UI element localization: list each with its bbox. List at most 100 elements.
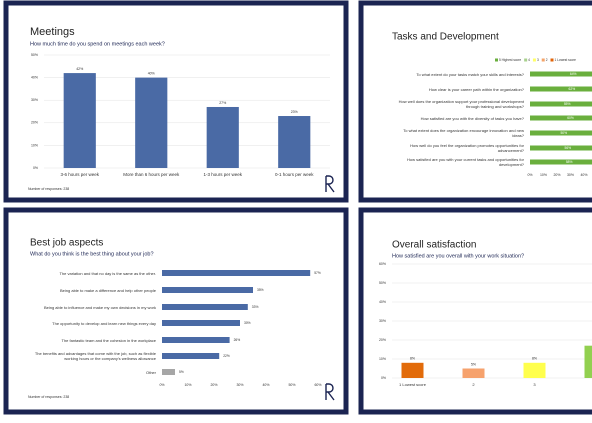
bar bbox=[63, 73, 96, 168]
legend-swatch bbox=[495, 58, 498, 62]
note: Number of responses: 238 bbox=[28, 395, 69, 399]
y-tick-label: 50% bbox=[379, 281, 386, 285]
y-tick-label: 60% bbox=[379, 262, 386, 266]
y-tick-label: 30% bbox=[379, 319, 386, 323]
y-tick-label: 30% bbox=[31, 98, 38, 102]
bar bbox=[530, 101, 592, 107]
y-tick-label: Being able to influence and make my own … bbox=[43, 304, 156, 310]
y-tick-label: 20% bbox=[379, 338, 386, 342]
chart-title: Tasks and Development bbox=[392, 32, 499, 43]
y-tick-label: To what extent do your tasks match your … bbox=[416, 71, 524, 77]
x-tick-label: More than 6 hours per week bbox=[123, 172, 180, 177]
y-tick-label: 40% bbox=[31, 76, 38, 80]
bar bbox=[401, 362, 424, 378]
bar bbox=[278, 116, 311, 168]
value-label: 5% bbox=[179, 370, 184, 374]
y-tick-label: The opportunity to develop and learn new… bbox=[52, 320, 156, 326]
x-tick-label: 60% bbox=[314, 383, 321, 387]
y-tick-label: 10% bbox=[379, 357, 386, 361]
y-tick-label: Being able to make a difference and help… bbox=[60, 287, 156, 293]
bar bbox=[530, 86, 592, 92]
x-tick-label: 0-1 hours per week bbox=[275, 172, 314, 177]
y-tick-label: 40% bbox=[379, 300, 386, 304]
value-label: 40% bbox=[148, 72, 155, 76]
bar bbox=[162, 270, 311, 276]
y-tick-label: How satisfied are you with the diversity… bbox=[420, 115, 524, 121]
chart-subtitle: How satisfied are you overall with your … bbox=[392, 253, 524, 259]
y-tick-label-box: Other bbox=[145, 369, 156, 375]
bar bbox=[162, 304, 248, 310]
bar bbox=[135, 77, 168, 168]
y-tick-label: How satisfied are you with your current … bbox=[407, 157, 524, 167]
chart-subtitle: How much time do you spend on meetings e… bbox=[30, 41, 165, 47]
y-tick-label: How well does the organization support y… bbox=[398, 99, 524, 109]
value-label: 42% bbox=[76, 67, 83, 71]
x-tick-label: 20% bbox=[210, 383, 217, 387]
y-tick-label-box: How well do you feel the organization pr… bbox=[410, 143, 524, 153]
value-label: 8% bbox=[410, 357, 415, 361]
y-tick-label: Other bbox=[145, 369, 156, 375]
value-label: 62% bbox=[569, 87, 576, 91]
y-tick-label-box: How well does the organization support y… bbox=[398, 99, 524, 109]
x-tick-label: 40% bbox=[580, 173, 587, 177]
slide-frame bbox=[358, 207, 592, 415]
x-tick-label: 1 Lowest score bbox=[399, 382, 427, 387]
chart-title: Meetings bbox=[30, 26, 75, 38]
bar bbox=[523, 362, 546, 378]
x-tick-label: 30% bbox=[236, 383, 243, 387]
x-tick-label: 2 bbox=[472, 382, 475, 387]
y-tick-label-box: To what extent do your tasks match your … bbox=[416, 71, 524, 77]
chart-title: Best job aspects bbox=[30, 238, 103, 249]
value-label: 50% bbox=[560, 131, 567, 135]
x-tick-label: 0% bbox=[527, 173, 532, 177]
y-tick-label: How well do you feel the organization pr… bbox=[410, 143, 524, 153]
legend-swatch bbox=[550, 58, 554, 62]
x-tick-label: 20% bbox=[553, 173, 560, 177]
y-tick-label-box: How satisfied are you with the diversity… bbox=[420, 115, 524, 121]
legend-label: 4 bbox=[528, 58, 530, 62]
value-label: 35% bbox=[257, 288, 264, 292]
logo bbox=[325, 383, 335, 401]
x-tick-label: 40% bbox=[262, 383, 269, 387]
value-label: 5% bbox=[471, 362, 476, 366]
x-tick-label: 10% bbox=[540, 173, 547, 177]
value-label: 57% bbox=[314, 271, 321, 275]
value-label: 33% bbox=[252, 305, 259, 309]
x-tick-label: 50% bbox=[288, 383, 295, 387]
y-tick-label: The fantastic team and the cohesion in t… bbox=[61, 337, 157, 343]
y-tick-label: To what extent does the organization enc… bbox=[403, 128, 524, 138]
y-tick-label-box: Being able to make a difference and help… bbox=[60, 287, 156, 293]
value-label: 27% bbox=[219, 101, 226, 105]
y-tick-label-box: How clear is your career path within the… bbox=[428, 86, 524, 92]
legend-label: 3 bbox=[537, 58, 539, 62]
chart-subtitle: What do you think is the best thing abou… bbox=[30, 251, 154, 257]
value-label: 60% bbox=[567, 116, 574, 120]
slide-frame bbox=[3, 207, 349, 415]
legend-label: 1 Lowest score bbox=[555, 58, 577, 62]
y-tick-label-box: How satisfied are you with your current … bbox=[407, 157, 524, 167]
value-label: 64% bbox=[570, 72, 577, 76]
y-tick-label: The variation and that no day is the sam… bbox=[59, 270, 156, 276]
note: Number of responses: 238 bbox=[28, 187, 69, 191]
y-tick-label: 0% bbox=[381, 376, 386, 380]
y-tick-label: 20% bbox=[31, 121, 38, 125]
bar bbox=[206, 106, 239, 168]
x-tick-label: 3-6 hours per week bbox=[60, 172, 99, 177]
value-label: 58% bbox=[566, 160, 573, 164]
bar bbox=[162, 320, 240, 326]
legend-swatch bbox=[541, 58, 545, 62]
value-label: 22% bbox=[223, 354, 230, 358]
value-label: 56% bbox=[564, 146, 571, 150]
bar bbox=[162, 353, 220, 359]
legend-swatch bbox=[524, 58, 528, 62]
y-tick-label-box: The opportunity to develop and learn new… bbox=[52, 320, 156, 326]
bar bbox=[530, 159, 592, 165]
bar bbox=[530, 71, 592, 77]
bar bbox=[530, 115, 592, 121]
y-tick-label: How clear is your career path within the… bbox=[428, 86, 524, 92]
bar bbox=[530, 145, 592, 151]
legend-label: 5 Highest score bbox=[499, 58, 521, 62]
y-tick-label-box: Being able to influence and make my own … bbox=[43, 304, 156, 310]
value-label: 23% bbox=[291, 110, 298, 114]
